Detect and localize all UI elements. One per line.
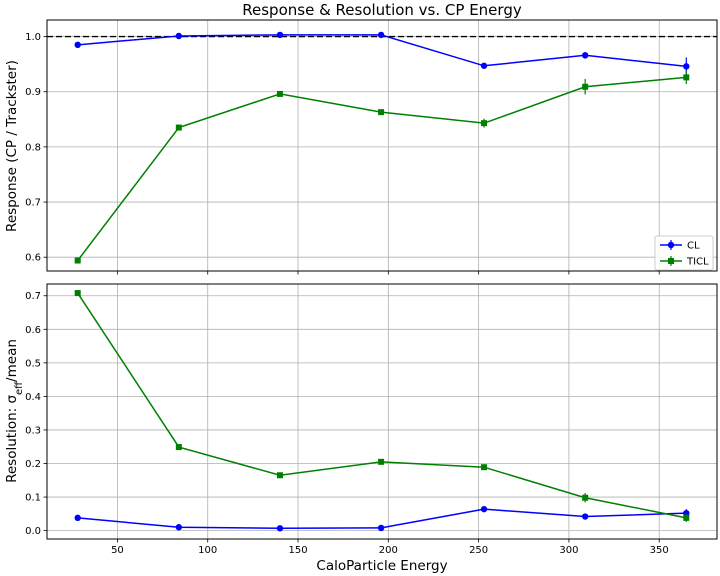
resolution-ticl-point	[74, 290, 81, 297]
response-ticl-point	[481, 120, 488, 127]
response-x-ticks	[117, 271, 660, 275]
response-cl-point	[581, 52, 589, 59]
resolution-ticl-point	[175, 444, 182, 451]
response-cl-point	[480, 62, 488, 69]
resolution-cl-point	[377, 524, 385, 532]
response-ticl-point	[582, 83, 589, 90]
resolution-cl-point	[276, 525, 284, 532]
resolution-y-tick-label-6: 0.6	[25, 325, 41, 336]
response-cl-point	[377, 31, 385, 39]
response-y-tick-label-0: 0.6	[25, 253, 41, 264]
resolution-cl-point	[74, 514, 81, 522]
resolution-ticl-point	[378, 458, 385, 465]
response-cl-line	[77, 34, 687, 68]
response-cl-point	[175, 32, 183, 40]
resolution-y-axis-label: Resolution: σeff/mean	[4, 339, 25, 483]
resolution-cl-point	[683, 509, 690, 517]
resolution-y-tick-label-2: 0.2	[25, 459, 41, 470]
legend-ticl-label: TICL	[686, 257, 709, 268]
response-ticl-point	[378, 109, 385, 116]
resolution-y-tick-label-4: 0.4	[25, 392, 41, 403]
resolution-ticl-point	[276, 472, 283, 479]
x-tick-label-200: 200	[379, 545, 398, 556]
resolution-ticl-line	[77, 292, 687, 519]
x-tick-label-350: 350	[650, 545, 669, 556]
resolution-series	[74, 290, 690, 532]
resolution-y-ticks: 0.0 0.1 0.2 0.3 0.4 0.5 0.6 0.7	[25, 291, 47, 537]
resolution-ticl-point	[481, 464, 488, 471]
response-cl-point	[74, 41, 81, 49]
response-ticl-point	[276, 90, 283, 97]
response-ticl-line	[77, 76, 687, 261]
resolution-y-tick-label-3: 0.3	[25, 425, 41, 436]
response-axes-frame	[46, 19, 718, 272]
resolution-ticl-point	[582, 494, 589, 501]
resolution-y-tick-label-0: 0.0	[25, 526, 41, 537]
response-y-ticks: 0.6 0.7 0.8 0.9 1.0	[25, 32, 47, 264]
x-tick-label-300: 300	[559, 545, 578, 556]
resolution-x-ticks: 50 100 150 200 250 300 350	[111, 539, 669, 556]
response-ticl-point	[74, 257, 81, 264]
x-axis-label: CaloParticle Energy	[316, 558, 447, 574]
x-tick-label-150: 150	[288, 545, 307, 556]
response-ticl-point	[683, 74, 690, 81]
response-y-tick-label-2: 0.8	[25, 142, 41, 153]
response-ticl-point	[175, 124, 182, 131]
resolution-grid	[47, 284, 717, 539]
response-y-axis-label: Response (CP / Trackster)	[4, 60, 20, 232]
response-y-tick-label-4: 1.0	[25, 32, 41, 43]
response-series	[74, 31, 690, 264]
resolution-panel: 50 100 150 200 250 300 350 0.00.10.20.30.40.50…	[4, 283, 718, 574]
chart-title: Response & Resolution vs. CP Energy	[242, 1, 522, 19]
legend-cl-label: CL	[687, 241, 700, 252]
resolution-axes-frame	[46, 283, 718, 540]
legend-ticl-marker	[668, 258, 674, 264]
x-tick-label-100: 100	[198, 545, 217, 556]
resolution-y-tick-label-7: 0.7	[25, 291, 41, 302]
response-y-tick-label-3: 0.9	[25, 87, 41, 98]
legend-cl-marker	[667, 241, 675, 249]
response-cl-point	[276, 31, 284, 39]
resolution-cl-point	[480, 505, 488, 513]
x-tick-label-250: 250	[469, 545, 488, 556]
resolution-cl-point	[581, 513, 589, 520]
resolution-ticl-point	[683, 514, 690, 521]
response-panel: 0.6 0.7 0.8 0.9 1.0 Response (CP / Trackster…	[4, 19, 718, 275]
resolution-y-tick-label-1: 0.1	[25, 493, 41, 504]
legend: CL TICL	[654, 235, 714, 271]
resolution-y-tick-label-5: 0.5	[25, 358, 41, 369]
response-cl-point	[683, 63, 690, 70]
x-tick-label-50: 50	[111, 545, 124, 556]
response-y-tick-label-1: 0.7	[25, 198, 41, 209]
resolution-cl-point	[175, 524, 183, 531]
response-grid	[47, 20, 717, 271]
